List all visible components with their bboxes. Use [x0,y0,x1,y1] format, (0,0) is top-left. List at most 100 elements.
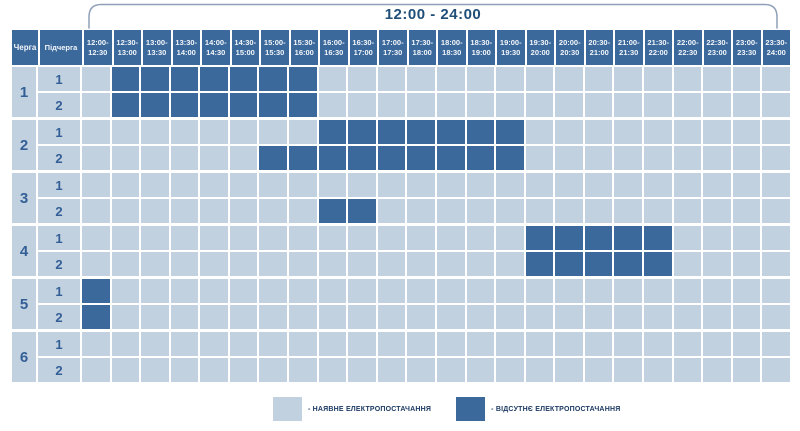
schedule-cell-power-off [200,67,228,91]
schedule-cell-power-on [762,358,790,382]
header-time-slot: 20:00- 20:30 [556,30,584,65]
schedule-cell-power-on [82,358,110,382]
header-time-slot: 22:00- 22:30 [674,30,702,65]
schedule-cell-power-on [703,358,731,382]
subqueue-number-cell: 2 [38,199,80,223]
schedule-cell-power-on [643,199,672,223]
schedule-cell-power-on [496,226,524,250]
schedule-cell-power-on [466,358,495,382]
legend-item-power-on: - НАЯВНЕ ЕЛЕКТРОПОСТАЧАННЯ [273,397,431,421]
schedule-cell-power-off [229,93,258,117]
schedule-cell-power-on [614,279,642,303]
schedule-cell-power-on [111,305,140,329]
schedule-cell-power-on [496,67,524,91]
schedule-cell-power-off [525,252,554,276]
schedule-cell-power-off [614,226,642,250]
schedule-cell-power-on [111,226,140,250]
subqueue-number-cell: 2 [38,146,80,170]
schedule-cell-power-on [200,120,228,144]
schedule-cell-power-on [348,173,376,197]
schedule-cell-power-on [259,305,288,329]
schedule-cell-power-on [141,120,169,144]
schedule-cell-power-off [496,146,524,170]
schedule-cell-power-on [496,199,524,223]
schedule-cell-power-on [229,199,258,223]
schedule-cell-power-on [377,226,406,250]
schedule-cell-power-on [259,199,288,223]
schedule-cell-power-off [555,226,583,250]
schedule-cell-power-on [318,173,347,197]
schedule-cell-power-on [703,173,731,197]
schedule-cell-power-on [348,93,376,117]
schedule-cell-power-on [703,67,731,91]
schedule-cell-power-on [200,226,228,250]
schedule-cell-power-on [436,252,465,276]
schedule-cell-power-on [673,173,702,197]
power-on-swatch [273,397,302,421]
schedule-cell-power-on [229,173,258,197]
schedule-cell-power-on [673,146,702,170]
schedule-cell-power-on [348,305,376,329]
queue-number-cell: 3 [12,173,36,223]
schedule-cell-power-off [318,199,347,223]
schedule-cell-power-on [555,93,583,117]
schedule-cell-power-on [200,305,228,329]
schedule-cell-power-on [229,305,258,329]
schedule-cell-power-on [82,67,110,91]
schedule-cell-power-on [762,199,790,223]
schedule-cell-power-on [762,173,790,197]
schedule-cell-power-on [496,93,524,117]
schedule-cell-power-on [703,146,731,170]
schedule-cell-power-off [525,226,554,250]
schedule-cell-power-on [318,279,347,303]
schedule-cell-power-on [289,279,317,303]
schedule-cell-power-on [496,358,524,382]
schedule-cell-power-on [643,120,672,144]
header-time-slot: 15:00- 15:30 [261,30,289,65]
schedule-cell-power-on [525,332,554,356]
schedule-cell-power-on [377,252,406,276]
legend-item-power-off: - ВІДСУТНЄ ЕЛЕКТРОПОСТАЧАННЯ [456,397,620,421]
header-subqueue: Підчерга [40,30,82,65]
header-time-slot: 17:00- 17:30 [379,30,407,65]
schedule-cell-power-on [436,93,465,117]
schedule-cell-power-on [643,279,672,303]
header-time-slot: 14:30- 15:00 [231,30,259,65]
schedule-cell-power-off [407,146,435,170]
schedule-cell-power-on [496,252,524,276]
schedule-cell-power-on [318,67,347,91]
header-time-slot: 18:00- 18:30 [438,30,466,65]
schedule-cell-power-on [377,305,406,329]
schedule-cell-power-on [348,332,376,356]
header-row: Черга Підчерга 12:00- 12:30 12:30- 13:00 1… [12,30,790,65]
schedule-cell-power-on [555,332,583,356]
queue-number-cell: 4 [12,226,36,276]
schedule-cell-power-on [170,358,199,382]
schedule-cell-power-on [496,332,524,356]
schedule-cell-power-on [555,358,583,382]
schedule-cell-power-on [318,226,347,250]
schedule-cell-power-off [289,93,317,117]
subqueue-number-cell: 2 [38,305,80,329]
schedule-cell-power-on [732,199,761,223]
header-time-slot: 12:30- 13:00 [113,30,141,65]
schedule-cell-power-on [762,146,790,170]
schedule-cell-power-on [436,305,465,329]
schedule-cell-power-on [525,67,554,91]
schedule-cell-power-on [407,305,435,329]
schedule-cell-power-on [111,173,140,197]
subqueue-number-cell: 1 [38,120,80,144]
schedule-cell-power-on [377,67,406,91]
schedule-cell-power-on [732,279,761,303]
schedule-cell-power-on [614,332,642,356]
schedule-cell-power-on [82,173,110,197]
schedule-cell-power-on [614,358,642,382]
schedule-row-q2-s1: 1 [38,120,790,144]
schedule-row-q2-s2: 2 [38,146,790,170]
schedule-cell-power-on [111,146,140,170]
schedule-cell-power-on [377,279,406,303]
schedule-cell-power-on [170,173,199,197]
schedule-cell-power-on [466,226,495,250]
